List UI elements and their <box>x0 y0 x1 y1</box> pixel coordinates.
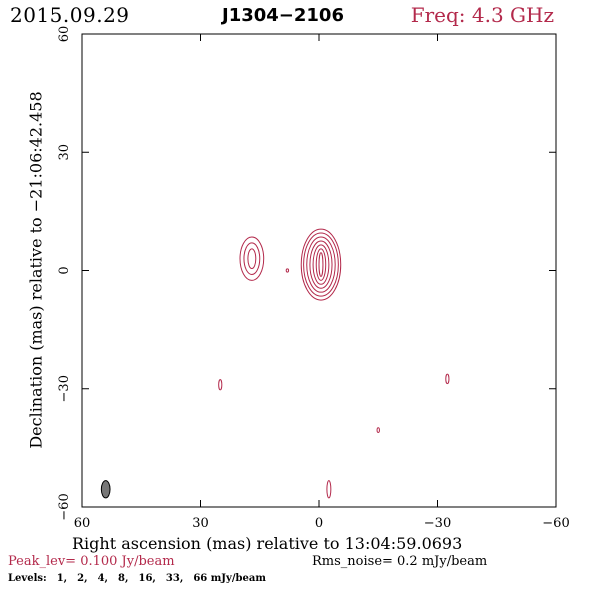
contour-jet <box>247 248 257 270</box>
contour-core <box>309 240 333 289</box>
level-value: 2, <box>77 573 88 584</box>
levels-label: Levels: <box>8 573 47 584</box>
y-tick-label: 60 <box>57 26 72 43</box>
level-value: 8, <box>118 573 129 584</box>
contour-noise <box>285 268 290 273</box>
contour-core <box>318 252 324 277</box>
beam-ellipse <box>100 480 111 499</box>
levels-list: 1, 2, 4, 8, 16, 33, 66 mJy/beam <box>47 573 266 584</box>
level-value: 66 mJy/beam <box>193 573 266 584</box>
contour-core <box>303 232 339 297</box>
level-value: 16, <box>138 573 156 584</box>
contour-core <box>300 228 342 301</box>
source-name: J1304−2106 <box>222 5 344 26</box>
contour-noise <box>445 373 450 385</box>
contour-core <box>315 248 327 281</box>
rms-noise: Rms_noise= 0.2 mJy/beam <box>312 554 488 569</box>
x-tick-label: −60 <box>542 516 569 531</box>
x-tick-label: 0 <box>315 516 323 531</box>
contour-noise <box>376 427 380 434</box>
x-tick-label: −30 <box>424 516 451 531</box>
contour-core <box>306 236 336 293</box>
contour-core <box>312 244 330 285</box>
y-tick-label: −30 <box>57 375 72 402</box>
level-value: 33, <box>165 573 184 584</box>
y-axis-label: Declination (mas) relative to −21:06:42.… <box>26 91 46 449</box>
epoch-date: 2015.09.29 <box>10 3 130 27</box>
y-tick-label: 30 <box>57 144 72 161</box>
contour-noise <box>326 480 332 499</box>
x-tick-label: 30 <box>192 516 209 531</box>
peak-level: Peak_lev= 0.100 Jy/beam <box>8 554 175 569</box>
y-tick-label: 0 <box>57 266 72 274</box>
x-axis-label: Right ascension (mas) relative to 13:04:… <box>72 534 463 553</box>
x-tick-label: 60 <box>74 516 91 531</box>
level-value: 1, <box>56 573 68 584</box>
level-value: 4, <box>97 573 109 584</box>
contour-levels: Levels: 1, 2, 4, 8, 16, 33, 66 mJy/beam <box>8 573 266 584</box>
contour-noise <box>218 379 223 391</box>
contour-jet <box>243 242 261 275</box>
contour-jet <box>239 236 265 281</box>
frequency-label: Freq: 4.3 GHz <box>410 3 554 27</box>
y-tick-label: −60 <box>57 493 72 520</box>
